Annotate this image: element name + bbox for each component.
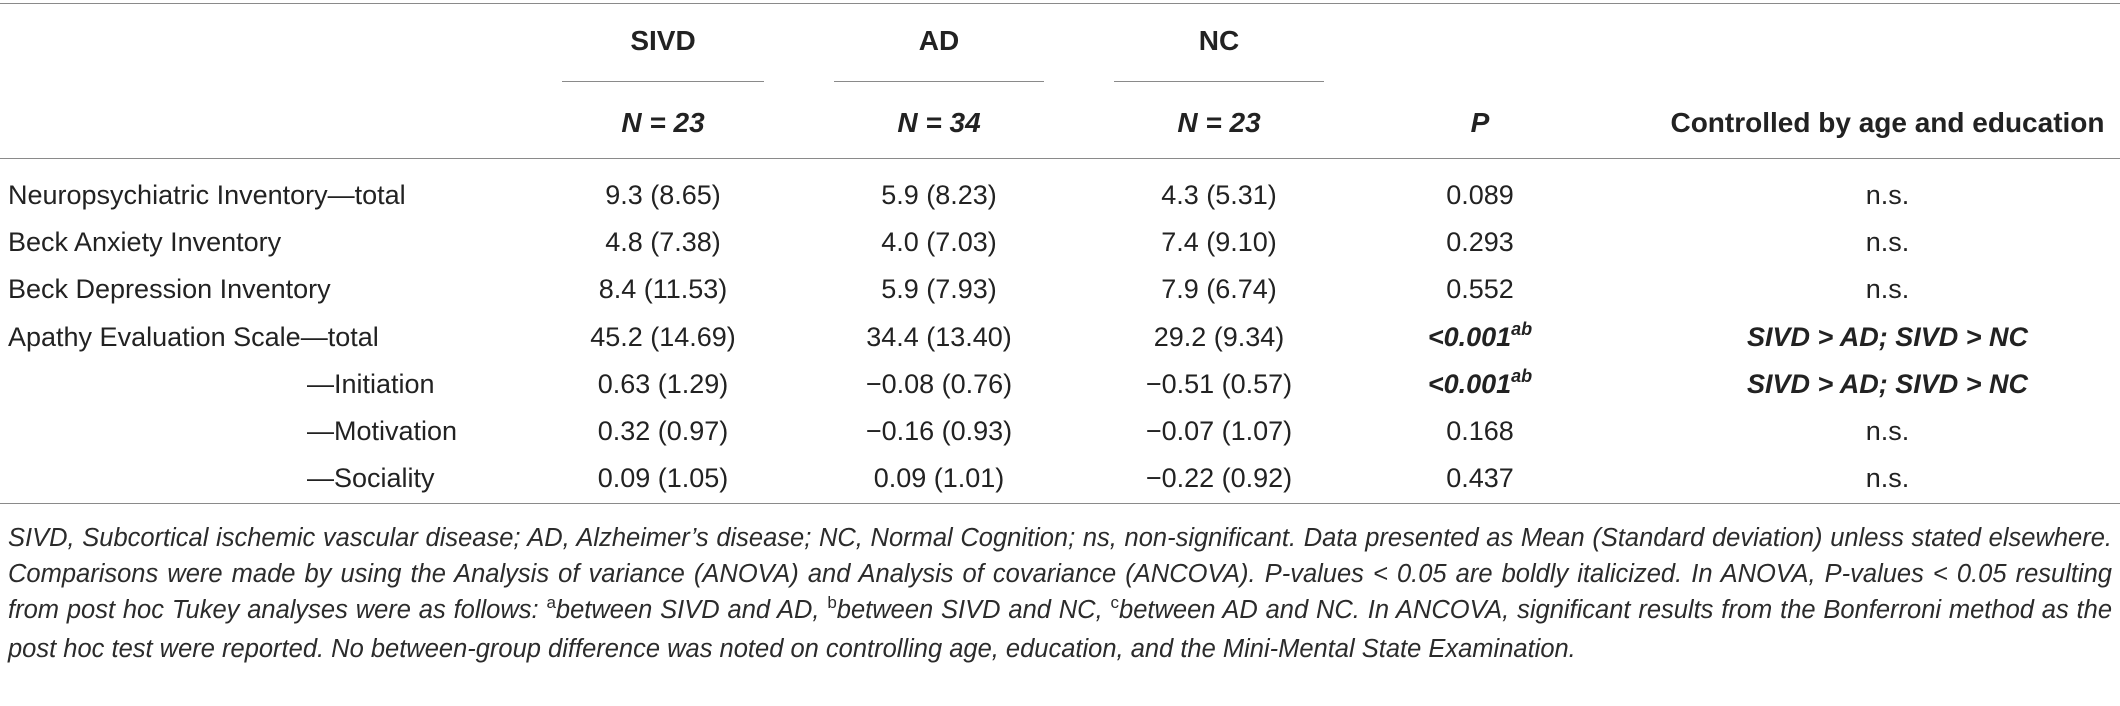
- footnote-superscript-b: b: [827, 593, 837, 612]
- cell-p: 0.089: [1380, 178, 1580, 212]
- cell-sivd: 0.63 (1.29): [597, 369, 729, 399]
- cell-p: 0.552: [1380, 272, 1580, 306]
- row-label: Beck Depression Inventory: [8, 274, 331, 304]
- row-label: Neuropsychiatric Inventory—total: [8, 180, 406, 210]
- cell-nc: 29.2 (9.34): [1153, 322, 1285, 352]
- p-value: 0.552: [1446, 274, 1514, 304]
- p-value: 0.293: [1446, 227, 1514, 257]
- row-label: Beck Anxiety Inventory: [8, 227, 282, 257]
- cell-ad: 5.9 (8.23): [881, 180, 997, 210]
- cell-sivd: 8.4 (11.53): [598, 274, 728, 304]
- col-header-ad: AD: [918, 25, 960, 56]
- col-n-ad: N = 34: [897, 107, 981, 138]
- cell-nc: −0.07 (1.07): [1145, 416, 1293, 446]
- footnote-superscript-c: c: [1110, 593, 1120, 612]
- cell-ad: −0.16 (0.93): [865, 416, 1013, 446]
- cell-ad: −0.08 (0.76): [865, 369, 1013, 399]
- cell-ad: 34.4 (13.40): [866, 322, 1012, 352]
- p-value: 0.437: [1446, 463, 1514, 493]
- cell-p: <0.001ab: [1380, 366, 1580, 404]
- cell-controlled: n.s.: [1865, 274, 1910, 304]
- cell-ad: 0.09 (1.01): [873, 463, 1005, 493]
- cell-nc: −0.51 (0.57): [1145, 369, 1293, 399]
- col-header-nc: NC: [1198, 25, 1240, 56]
- row-label: —Motivation: [307, 416, 458, 446]
- cell-p: 0.168: [1380, 414, 1580, 448]
- cell-p: 0.437: [1380, 461, 1580, 495]
- p-value: <0.001: [1427, 369, 1512, 399]
- footnote-text-3: between SIVD and NC,: [836, 596, 1111, 624]
- col-header-controlled: Controlled by age and education: [1670, 107, 2105, 138]
- cell-controlled: n.s.: [1865, 180, 1910, 210]
- cell-controlled: SIVD > AD; SIVD > NC: [1746, 322, 2029, 352]
- p-value: <0.001: [1427, 322, 1512, 352]
- cell-sivd: 45.2 (14.69): [590, 322, 736, 352]
- cell-sivd: 4.8 (7.38): [605, 227, 721, 257]
- col-n-nc: N = 23: [1177, 107, 1261, 138]
- cell-controlled: n.s.: [1865, 416, 1910, 446]
- footnote-text-2: between SIVD and AD,: [555, 596, 828, 624]
- cell-sivd: 0.32 (0.97): [597, 416, 729, 446]
- cell-sivd: 0.09 (1.05): [597, 463, 729, 493]
- cell-nc: 7.9 (6.74): [1161, 274, 1277, 304]
- row-label: Apathy Evaluation Scale—total: [8, 322, 379, 352]
- row-label: —Initiation: [307, 369, 435, 399]
- cell-ad: 4.0 (7.03): [881, 227, 997, 257]
- table-footnote: SIVD, Subcortical ischemic vascular dise…: [8, 520, 2112, 667]
- cell-p: <0.001ab: [1380, 319, 1580, 357]
- col-n-sivd: N = 23: [621, 107, 705, 138]
- cell-sivd: 9.3 (8.65): [605, 180, 721, 210]
- row-label: —Sociality: [307, 463, 435, 493]
- footnote-text-4: between AD and NC. In ANCOVA, significan…: [8, 596, 2112, 663]
- p-value-superscript: ab: [1511, 366, 1533, 386]
- p-value: 0.089: [1446, 180, 1514, 210]
- cell-controlled: n.s.: [1865, 227, 1910, 257]
- footnote-superscript-a: a: [546, 593, 556, 612]
- col-header-sivd: SIVD: [630, 25, 696, 56]
- footnote-text-1: SIVD, Subcortical ischemic vascular dise…: [8, 524, 2112, 624]
- header-bottom-rule: [0, 158, 2120, 159]
- nc-group-underline: [1114, 81, 1324, 82]
- cell-controlled: n.s.: [1865, 463, 1910, 493]
- p-value-superscript: ab: [1511, 319, 1533, 339]
- ad-group-underline: [834, 81, 1044, 82]
- p-value: 0.168: [1446, 416, 1514, 446]
- col-header-p: P: [1470, 107, 1490, 138]
- table-top-rule: [0, 3, 2120, 4]
- cell-nc: 7.4 (9.10): [1161, 227, 1277, 257]
- sivd-group-underline: [562, 81, 764, 82]
- table-bottom-rule: [0, 503, 2120, 504]
- cell-nc: 4.3 (5.31): [1161, 180, 1277, 210]
- cell-p: 0.293: [1380, 225, 1580, 259]
- cell-nc: −0.22 (0.92): [1145, 463, 1293, 493]
- cell-controlled: SIVD > AD; SIVD > NC: [1746, 369, 2029, 399]
- cell-ad: 5.9 (7.93): [881, 274, 997, 304]
